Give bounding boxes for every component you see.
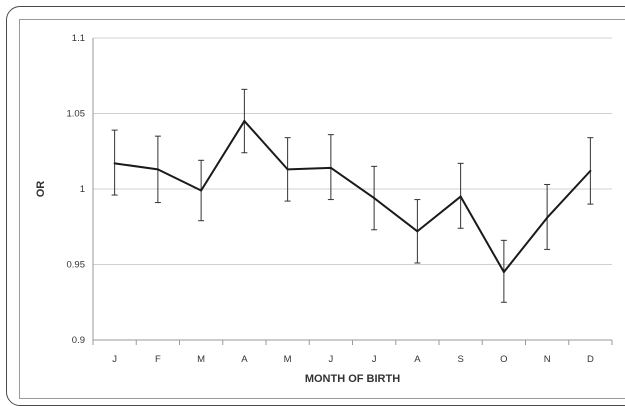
series-line-group — [113, 120, 592, 274]
x-tick-label: J — [372, 354, 377, 365]
x-tick-label: A — [414, 354, 421, 365]
data-point — [286, 168, 289, 171]
data-point — [459, 195, 462, 198]
data-point — [156, 168, 159, 171]
x-tick-label: F — [155, 354, 161, 365]
x-tick-label: J — [329, 354, 334, 365]
x-tick-label: J — [112, 354, 117, 365]
y-axis-title: OR — [35, 181, 47, 198]
x-tick-label: N — [544, 354, 551, 365]
y-tick-labels: 0.9 0.95 1 1.05 1.1 — [67, 33, 86, 346]
x-tick-label: M — [284, 354, 292, 365]
data-point — [243, 120, 246, 123]
y-tick-label: 1.05 — [67, 109, 86, 120]
y-tick-label: 1.1 — [72, 33, 85, 44]
data-point — [546, 216, 549, 219]
data-point — [113, 162, 116, 165]
data-point — [329, 166, 332, 169]
error-bars — [111, 88, 594, 303]
data-point — [502, 271, 505, 274]
line-chart: 0.9 0.95 1 1.05 1.1 J F M A M J J A S O N D MONTH OF BI… — [35, 33, 613, 385]
axes — [92, 38, 613, 345]
chart-frame: 0.9 0.95 1 1.05 1.1 J F M A M J J A S O N D MONTH OF BI… — [6, 6, 625, 406]
x-tick-label: D — [587, 354, 594, 365]
data-point — [200, 189, 203, 192]
x-axis-title: MONTH OF BIRTH — [305, 373, 400, 385]
data-point — [373, 197, 376, 200]
y-tick-label: 0.95 — [67, 260, 86, 271]
data-point — [589, 169, 592, 172]
x-tick-label: M — [197, 354, 205, 365]
y-tick-label: 1 — [80, 184, 85, 195]
x-tick-label: O — [500, 354, 507, 365]
x-tick-label: S — [457, 354, 463, 365]
x-tick-label: A — [241, 354, 248, 365]
y-tick-label: 0.9 — [72, 335, 85, 346]
gridlines — [93, 37, 612, 265]
series-line — [114, 120, 592, 274]
data-point — [416, 230, 419, 233]
